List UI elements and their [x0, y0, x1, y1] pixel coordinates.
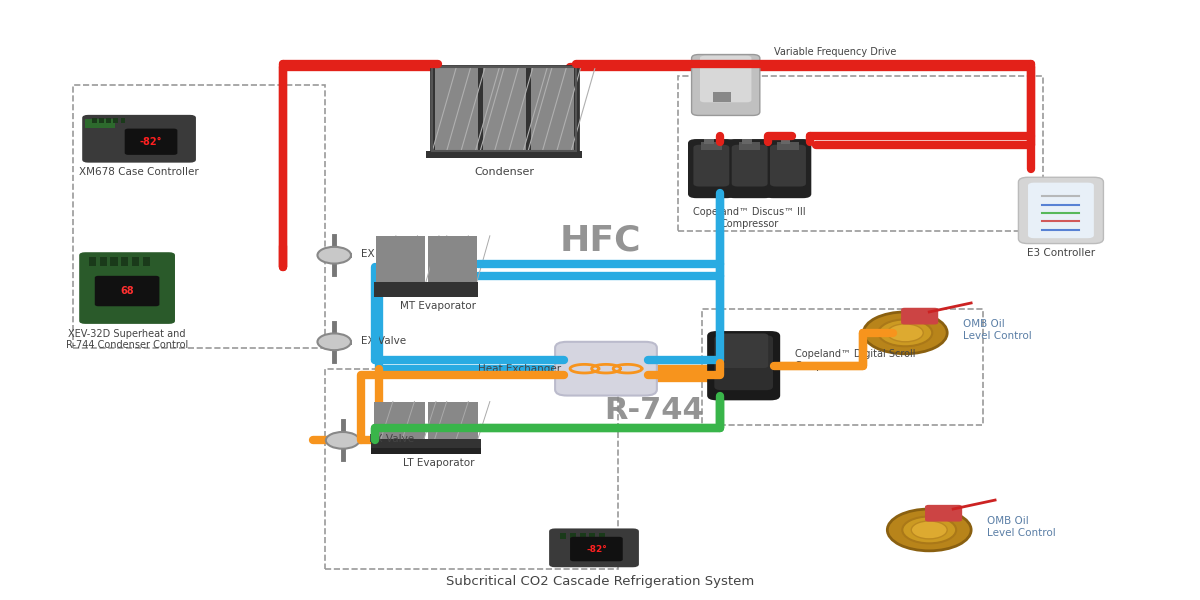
FancyBboxPatch shape: [83, 115, 196, 163]
Text: XM678 Case Controller: XM678 Case Controller: [79, 167, 199, 177]
Text: LT Evaporator: LT Evaporator: [403, 458, 474, 468]
FancyBboxPatch shape: [732, 145, 768, 187]
Bar: [704, 139, 714, 144]
Bar: [73, 85, 325, 348]
FancyBboxPatch shape: [556, 342, 656, 395]
Bar: [778, 142, 799, 149]
Bar: [98, 118, 103, 123]
Text: HFC: HFC: [559, 223, 641, 257]
Bar: [432, 67, 576, 151]
Circle shape: [318, 334, 350, 350]
FancyBboxPatch shape: [1028, 182, 1094, 238]
Text: Heat Exchanger: Heat Exchanger: [478, 364, 562, 374]
Bar: [434, 67, 478, 151]
Bar: [113, 118, 118, 123]
FancyBboxPatch shape: [925, 505, 962, 521]
Text: EX Valve: EX Valve: [360, 249, 406, 259]
Bar: [482, 67, 526, 151]
Text: Subcritical CO2 Cascade Refrigeration System: Subcritical CO2 Cascade Refrigeration Sy…: [446, 575, 754, 588]
Bar: [781, 139, 791, 144]
FancyBboxPatch shape: [694, 145, 730, 187]
FancyBboxPatch shape: [691, 55, 760, 115]
Ellipse shape: [887, 509, 971, 551]
Circle shape: [318, 247, 350, 263]
Text: Copeland™ Discus™ III
Compressor: Copeland™ Discus™ III Compressor: [694, 208, 806, 229]
Text: E3 Controller: E3 Controller: [1027, 248, 1094, 258]
Bar: [143, 257, 150, 266]
FancyBboxPatch shape: [714, 335, 773, 390]
Text: Copeland™ Digital Scroll
Compressor: Copeland™ Digital Scroll Compressor: [794, 349, 916, 371]
Bar: [121, 257, 128, 266]
Bar: [100, 257, 107, 266]
Bar: [431, 67, 578, 151]
Bar: [426, 151, 582, 158]
Text: OMB Oil
Level Control: OMB Oil Level Control: [986, 516, 1056, 538]
Bar: [371, 448, 481, 454]
Bar: [110, 257, 118, 266]
Bar: [589, 533, 595, 539]
FancyBboxPatch shape: [125, 128, 178, 155]
Bar: [374, 282, 479, 297]
Bar: [678, 76, 1043, 232]
FancyBboxPatch shape: [1019, 177, 1104, 244]
FancyBboxPatch shape: [570, 537, 623, 561]
Bar: [132, 257, 139, 266]
Text: R-744: R-744: [604, 396, 703, 425]
Text: XEV-32D Superheat and
R-744 Condenser Control: XEV-32D Superheat and R-744 Condenser Co…: [66, 329, 188, 350]
Ellipse shape: [878, 319, 932, 346]
Bar: [739, 142, 761, 149]
Bar: [374, 292, 479, 298]
FancyBboxPatch shape: [700, 56, 751, 103]
Bar: [374, 401, 425, 443]
Bar: [376, 236, 424, 287]
Bar: [430, 236, 476, 287]
FancyBboxPatch shape: [95, 276, 160, 306]
Bar: [599, 533, 605, 539]
Bar: [702, 309, 983, 425]
Bar: [120, 118, 125, 123]
Text: MT Evaporator: MT Evaporator: [401, 301, 476, 311]
Text: OMB Oil
Level Control: OMB Oil Level Control: [962, 319, 1032, 341]
Text: -82°: -82°: [586, 545, 607, 554]
Circle shape: [326, 432, 359, 449]
Bar: [701, 142, 722, 149]
Ellipse shape: [902, 517, 956, 544]
FancyBboxPatch shape: [770, 145, 806, 187]
Bar: [377, 236, 425, 287]
Bar: [530, 67, 574, 151]
Bar: [743, 139, 752, 144]
FancyBboxPatch shape: [707, 331, 780, 400]
Bar: [428, 401, 479, 443]
Circle shape: [887, 324, 923, 342]
FancyBboxPatch shape: [719, 334, 768, 368]
Bar: [89, 257, 96, 266]
Bar: [374, 282, 479, 297]
Bar: [91, 118, 96, 123]
Bar: [371, 439, 481, 454]
Bar: [428, 236, 475, 287]
FancyBboxPatch shape: [726, 139, 773, 198]
Bar: [85, 119, 115, 128]
FancyBboxPatch shape: [901, 308, 938, 325]
Bar: [570, 533, 576, 539]
Text: EX Valve: EX Valve: [368, 434, 414, 444]
Circle shape: [911, 521, 947, 539]
FancyBboxPatch shape: [79, 252, 175, 324]
Bar: [560, 533, 566, 539]
Text: Condenser: Condenser: [474, 167, 534, 178]
Ellipse shape: [863, 312, 947, 354]
Text: -82°: -82°: [139, 137, 162, 147]
Text: EX Valve: EX Valve: [360, 335, 406, 346]
Text: 68: 68: [120, 286, 134, 296]
Text: Variable Frequency Drive: Variable Frequency Drive: [774, 47, 896, 57]
Bar: [106, 118, 110, 123]
FancyBboxPatch shape: [764, 139, 811, 198]
Bar: [325, 368, 618, 569]
FancyBboxPatch shape: [550, 529, 638, 567]
Bar: [713, 92, 731, 103]
Bar: [580, 533, 586, 539]
FancyBboxPatch shape: [688, 139, 734, 198]
